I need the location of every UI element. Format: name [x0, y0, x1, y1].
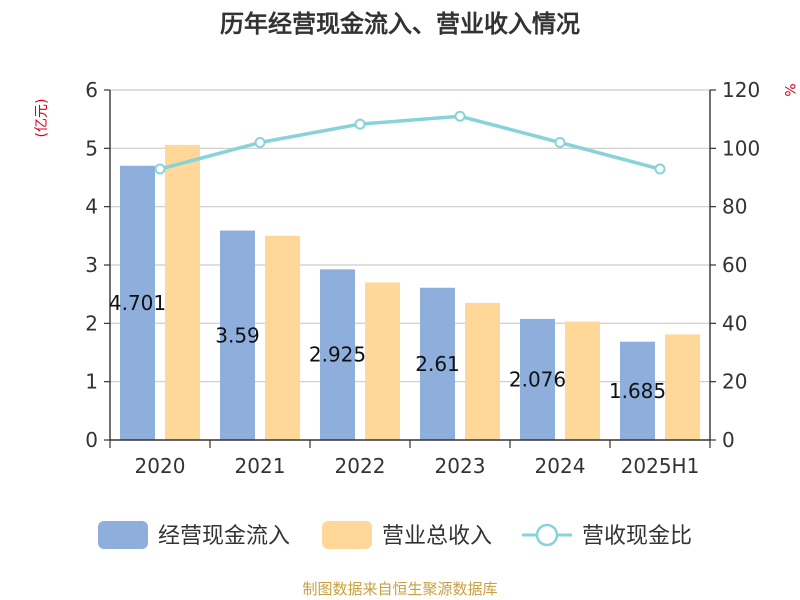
left-tick-label-3: 3: [85, 253, 98, 277]
chart-title: 历年经营现金流入、营业收入情况: [220, 10, 580, 38]
ratio-point-5: [654, 163, 666, 175]
legend-swatch-0: [98, 521, 148, 549]
legend-label-0: 经营现金流入: [158, 524, 290, 549]
left-tick-label-5: 5: [85, 136, 98, 160]
left-axis-unit: (亿元): [34, 99, 50, 138]
ratio-point-2: [354, 118, 366, 130]
legend-label-1: 营业总收入: [382, 524, 492, 549]
bar-data-label-0: 4.701: [109, 291, 166, 315]
right-tick-label-2: 40: [722, 311, 747, 335]
axes: [104, 89, 716, 448]
right-tick-label-4: 80: [722, 195, 747, 219]
legend: 经营现金流入 营业总收入 营收现金比: [98, 521, 692, 549]
ratio-line: [159, 114, 661, 171]
ratio-point-4: [554, 137, 566, 148]
legend-marker-swatch: [535, 523, 559, 547]
bar-data-label-5: 1.685: [609, 379, 666, 403]
x-tick-label-5: 2025H1: [621, 454, 700, 478]
left-tick-label-2: 2: [85, 311, 98, 335]
right-tick-label-5: 100: [722, 136, 760, 160]
legend-label-2: 营收现金比: [582, 524, 692, 549]
left-tick-label-1: 1: [85, 370, 98, 394]
bar-revenue-5: [665, 334, 700, 440]
bar-revenue-0: [165, 144, 200, 441]
x-tick-label-4: 2024: [535, 454, 586, 478]
grid-lines: [110, 89, 710, 383]
bar-cash-inflow-0: [120, 165, 155, 440]
bar-data-labels: 4.701 3.59 2.925 2.61 2.076 1.685: [109, 291, 666, 403]
bar-data-label-1: 3.59: [215, 323, 260, 347]
x-tick-label-2: 2022: [335, 454, 386, 478]
bar-data-label-3: 2.61: [415, 352, 460, 376]
bar-cash-inflow-3: [420, 287, 455, 440]
x-tick-label-1: 2021: [235, 454, 286, 478]
source-note: 制图数据来自恒生聚源数据库: [302, 580, 497, 598]
bar-cash-inflow-1: [220, 230, 255, 440]
legend-swatch-1: [322, 521, 372, 549]
bar-revenue-1: [265, 235, 300, 440]
x-tick-label-3: 2023: [435, 454, 486, 478]
bar-data-label-4: 2.076: [509, 367, 566, 391]
right-tick-label-3: 60: [722, 253, 747, 277]
bar-cash-inflow-2: [320, 269, 355, 440]
right-tick-label-1: 20: [722, 370, 747, 394]
right-tick-label-0: 0: [722, 428, 735, 452]
bar-revenue-4: [565, 321, 600, 440]
bar-cash-inflow-5: [620, 341, 655, 440]
x-tick-label-0: 2020: [135, 454, 186, 478]
left-tick-label-0: 0: [85, 428, 98, 452]
ratio-point-0: [154, 163, 166, 175]
bar-series: [120, 144, 700, 441]
right-tick-label-6: 120: [722, 78, 760, 102]
bar-revenue-2: [365, 282, 400, 440]
bar-cash-inflow-4: [520, 318, 555, 440]
right-axis-unit: %: [781, 83, 797, 96]
left-tick-label-6: 6: [85, 78, 98, 102]
ratio-point-3: [454, 110, 466, 122]
left-tick-label-4: 4: [85, 195, 98, 219]
ratio-line-series: [154, 110, 666, 175]
bar-data-label-2: 2.925: [309, 343, 366, 367]
bar-revenue-3: [465, 302, 500, 440]
ratio-point-1: [254, 137, 266, 148]
